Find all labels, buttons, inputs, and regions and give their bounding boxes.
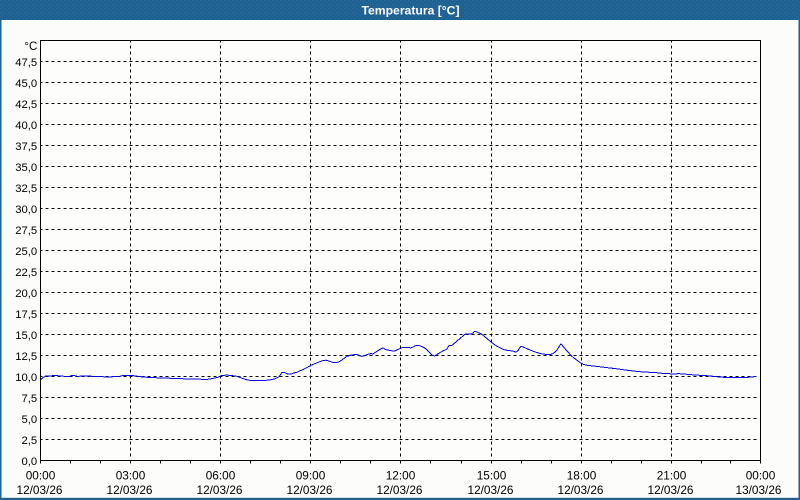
svg-text:2,5: 2,5 (21, 435, 37, 447)
svg-text:12/03/26: 12/03/26 (17, 483, 63, 497)
svg-text:°C: °C (24, 41, 37, 53)
svg-text:17,5: 17,5 (15, 309, 37, 321)
svg-text:45,0: 45,0 (15, 78, 37, 90)
svg-text:27,5: 27,5 (15, 225, 37, 237)
svg-text:09:00: 09:00 (296, 469, 326, 483)
svg-text:35,0: 35,0 (15, 162, 37, 174)
svg-text:12:00: 12:00 (386, 469, 416, 483)
svg-text:12/03/26: 12/03/26 (107, 483, 153, 497)
svg-text:15,0: 15,0 (15, 330, 37, 342)
svg-text:12/03/26: 12/03/26 (377, 483, 423, 497)
svg-text:15:00: 15:00 (477, 469, 507, 483)
svg-text:25,0: 25,0 (15, 246, 37, 258)
svg-text:12/03/26: 12/03/26 (648, 483, 694, 497)
svg-text:Temperatura [°C]: Temperatura [°C] (361, 4, 459, 18)
svg-text:12,5: 12,5 (15, 351, 37, 363)
svg-text:00:00: 00:00 (26, 469, 56, 483)
svg-text:42,5: 42,5 (15, 99, 37, 111)
svg-text:40,0: 40,0 (15, 120, 37, 132)
svg-text:5,0: 5,0 (21, 414, 37, 426)
svg-text:10,0: 10,0 (15, 372, 37, 384)
svg-text:30,0: 30,0 (15, 204, 37, 216)
svg-text:18:00: 18:00 (567, 469, 597, 483)
svg-text:21:00: 21:00 (657, 469, 687, 483)
svg-text:32,5: 32,5 (15, 183, 37, 195)
svg-text:12/03/26: 12/03/26 (197, 483, 243, 497)
svg-text:12/03/26: 12/03/26 (287, 483, 333, 497)
svg-text:12/03/26: 12/03/26 (558, 483, 604, 497)
svg-text:20,0: 20,0 (15, 288, 37, 300)
svg-text:7,5: 7,5 (21, 393, 37, 405)
svg-text:37,5: 37,5 (15, 141, 37, 153)
svg-text:47,5: 47,5 (15, 57, 37, 69)
svg-text:12/03/26: 12/03/26 (468, 483, 514, 497)
svg-text:13/03/26: 13/03/26 (736, 483, 782, 497)
svg-text:22,5: 22,5 (15, 267, 37, 279)
svg-text:03:00: 03:00 (116, 469, 146, 483)
svg-text:0,0: 0,0 (21, 456, 37, 468)
svg-text:06:00: 06:00 (206, 469, 236, 483)
svg-text:00:00: 00:00 (746, 469, 776, 483)
